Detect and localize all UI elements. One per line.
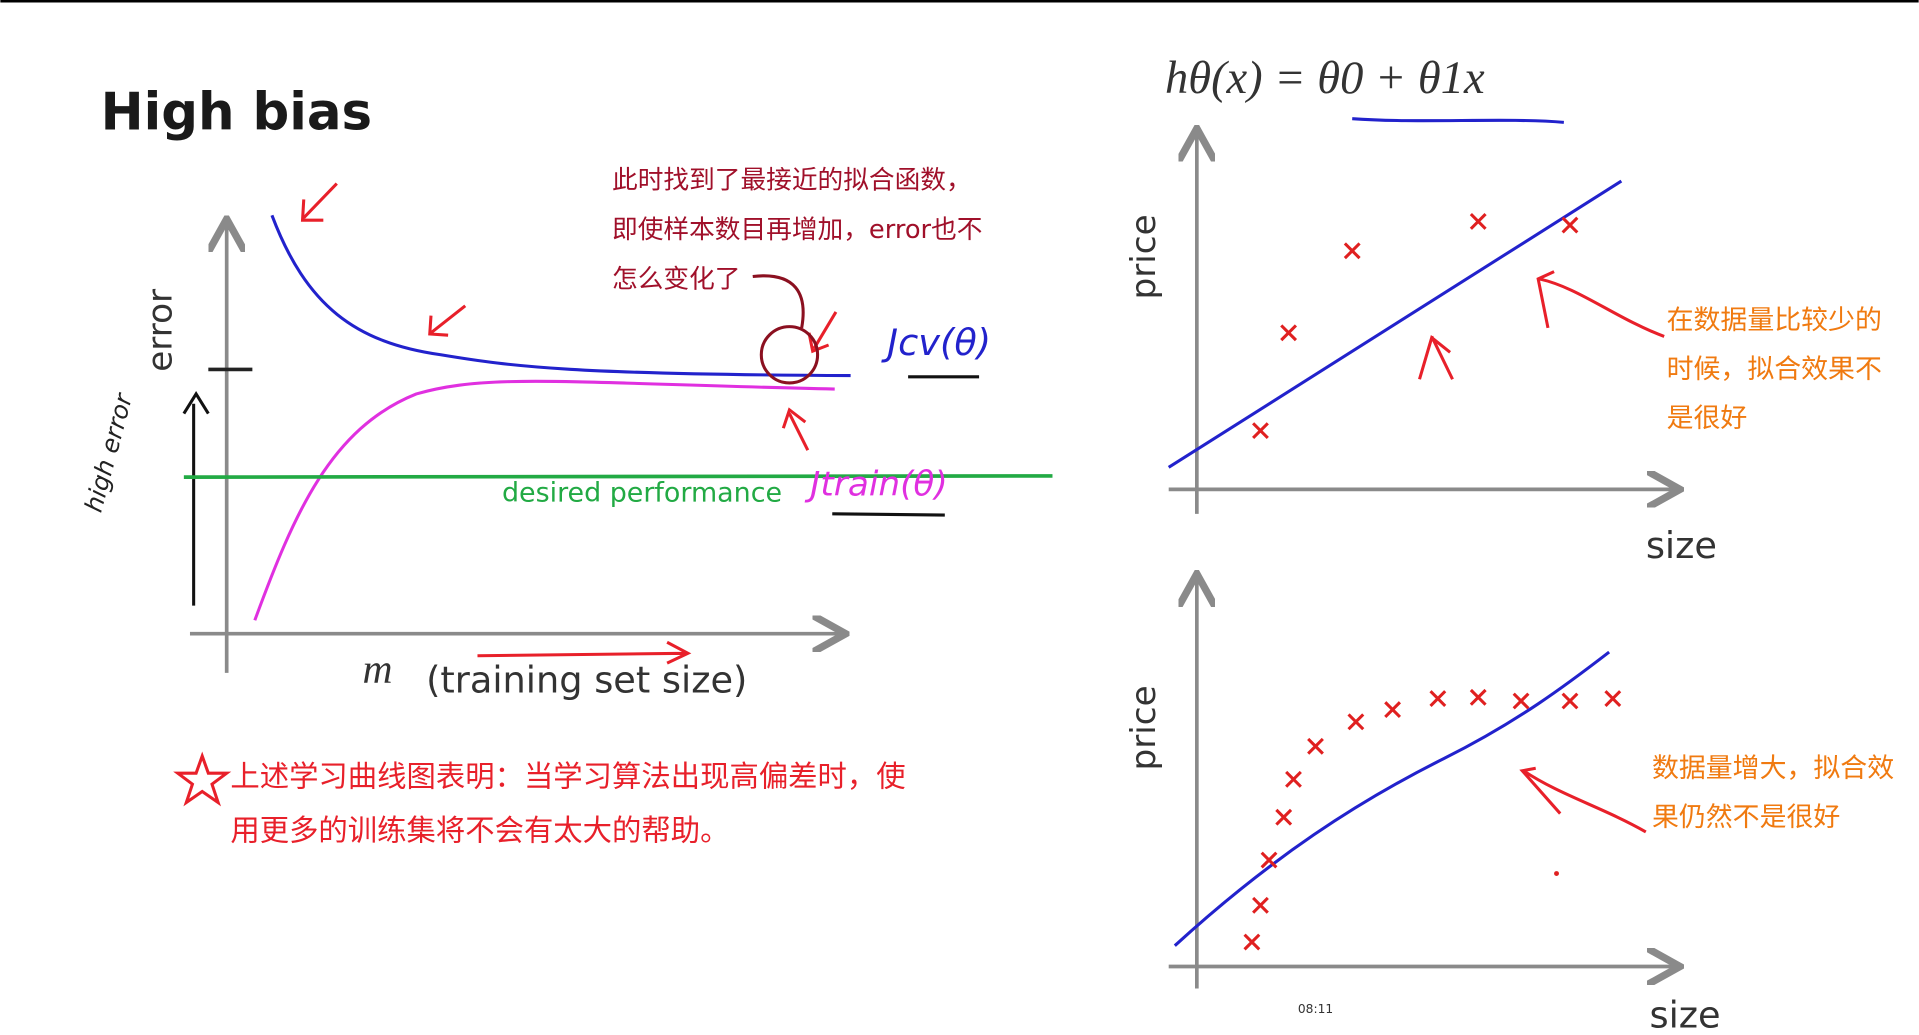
note-line: 怎么变化了 <box>612 265 740 295</box>
y-label: error <box>141 288 181 372</box>
note-line: 时候，拟合效果不 <box>1667 354 1882 385</box>
data-point <box>1307 737 1324 755</box>
arrow <box>781 407 810 451</box>
train-curve <box>253 379 835 621</box>
note-line: 用更多的训练集将不会有太大的帮助。 <box>230 813 729 847</box>
note-line: 此时找到了最接近的拟合函数， <box>612 165 972 195</box>
data-point <box>1604 690 1622 707</box>
data-point <box>1260 851 1278 869</box>
data-point <box>1512 692 1530 710</box>
data-point <box>1252 422 1269 440</box>
y-label: price <box>1124 214 1164 299</box>
note-line: 果仍然不是很好 <box>1652 802 1840 833</box>
data-point <box>1469 688 1487 706</box>
fit-line <box>1173 650 1611 947</box>
side-note: high error <box>79 389 139 516</box>
note-line: 上述学习曲线图表明：当学习算法出现高偏差时，使 <box>230 760 905 794</box>
connector <box>752 274 805 329</box>
arrow <box>428 304 467 337</box>
arrow <box>1519 766 1647 834</box>
highlight-circle <box>759 325 820 385</box>
timestamp: 08:11 <box>1298 1002 1333 1016</box>
data-point <box>1343 242 1361 260</box>
data-point <box>1280 324 1298 342</box>
x-label: (training set size) <box>426 658 747 701</box>
note-line: 数据量增大，拟合效 <box>1652 753 1894 784</box>
data-point <box>1561 692 1579 710</box>
arrow <box>1536 270 1665 338</box>
train-label: Jtrain(θ) <box>804 464 948 504</box>
data-point <box>1347 713 1365 731</box>
data-point <box>1561 216 1579 234</box>
arrow <box>807 311 838 354</box>
data-point <box>1252 896 1269 914</box>
learning-curve: error high error desired performance Jcv… <box>79 165 1053 701</box>
note-line: 在数据量比较少的 <box>1667 305 1882 336</box>
underline <box>1352 117 1564 124</box>
x-var: m <box>362 646 392 692</box>
arrow <box>300 182 338 222</box>
data-point <box>1285 770 1302 788</box>
fit-line <box>1167 179 1623 469</box>
data-point <box>1429 690 1447 707</box>
dot <box>1554 871 1559 876</box>
cv-curve <box>270 214 851 378</box>
note-line: 即使样本数目再增加，error也不 <box>612 215 982 245</box>
desired-line <box>183 474 1053 479</box>
underline <box>832 512 945 517</box>
data-point <box>1275 808 1293 826</box>
note-line: 是很好 <box>1667 403 1748 434</box>
x-label: size <box>1650 994 1721 1035</box>
x-label: size <box>1646 524 1717 567</box>
data-point <box>1384 701 1402 718</box>
arrow <box>1418 335 1454 380</box>
data-point <box>1243 933 1261 951</box>
cv-label: Jcv(θ) <box>880 321 991 364</box>
y-label: price <box>1124 685 1164 770</box>
desired-label: desired performance <box>502 478 782 509</box>
formula: hθ(x) = θ0 + θ1x <box>1165 53 1485 104</box>
data-point <box>1469 213 1487 230</box>
title: High bias <box>101 83 372 143</box>
star-icon <box>173 751 232 807</box>
arrow <box>477 640 692 665</box>
bracket-arrow <box>182 391 210 606</box>
